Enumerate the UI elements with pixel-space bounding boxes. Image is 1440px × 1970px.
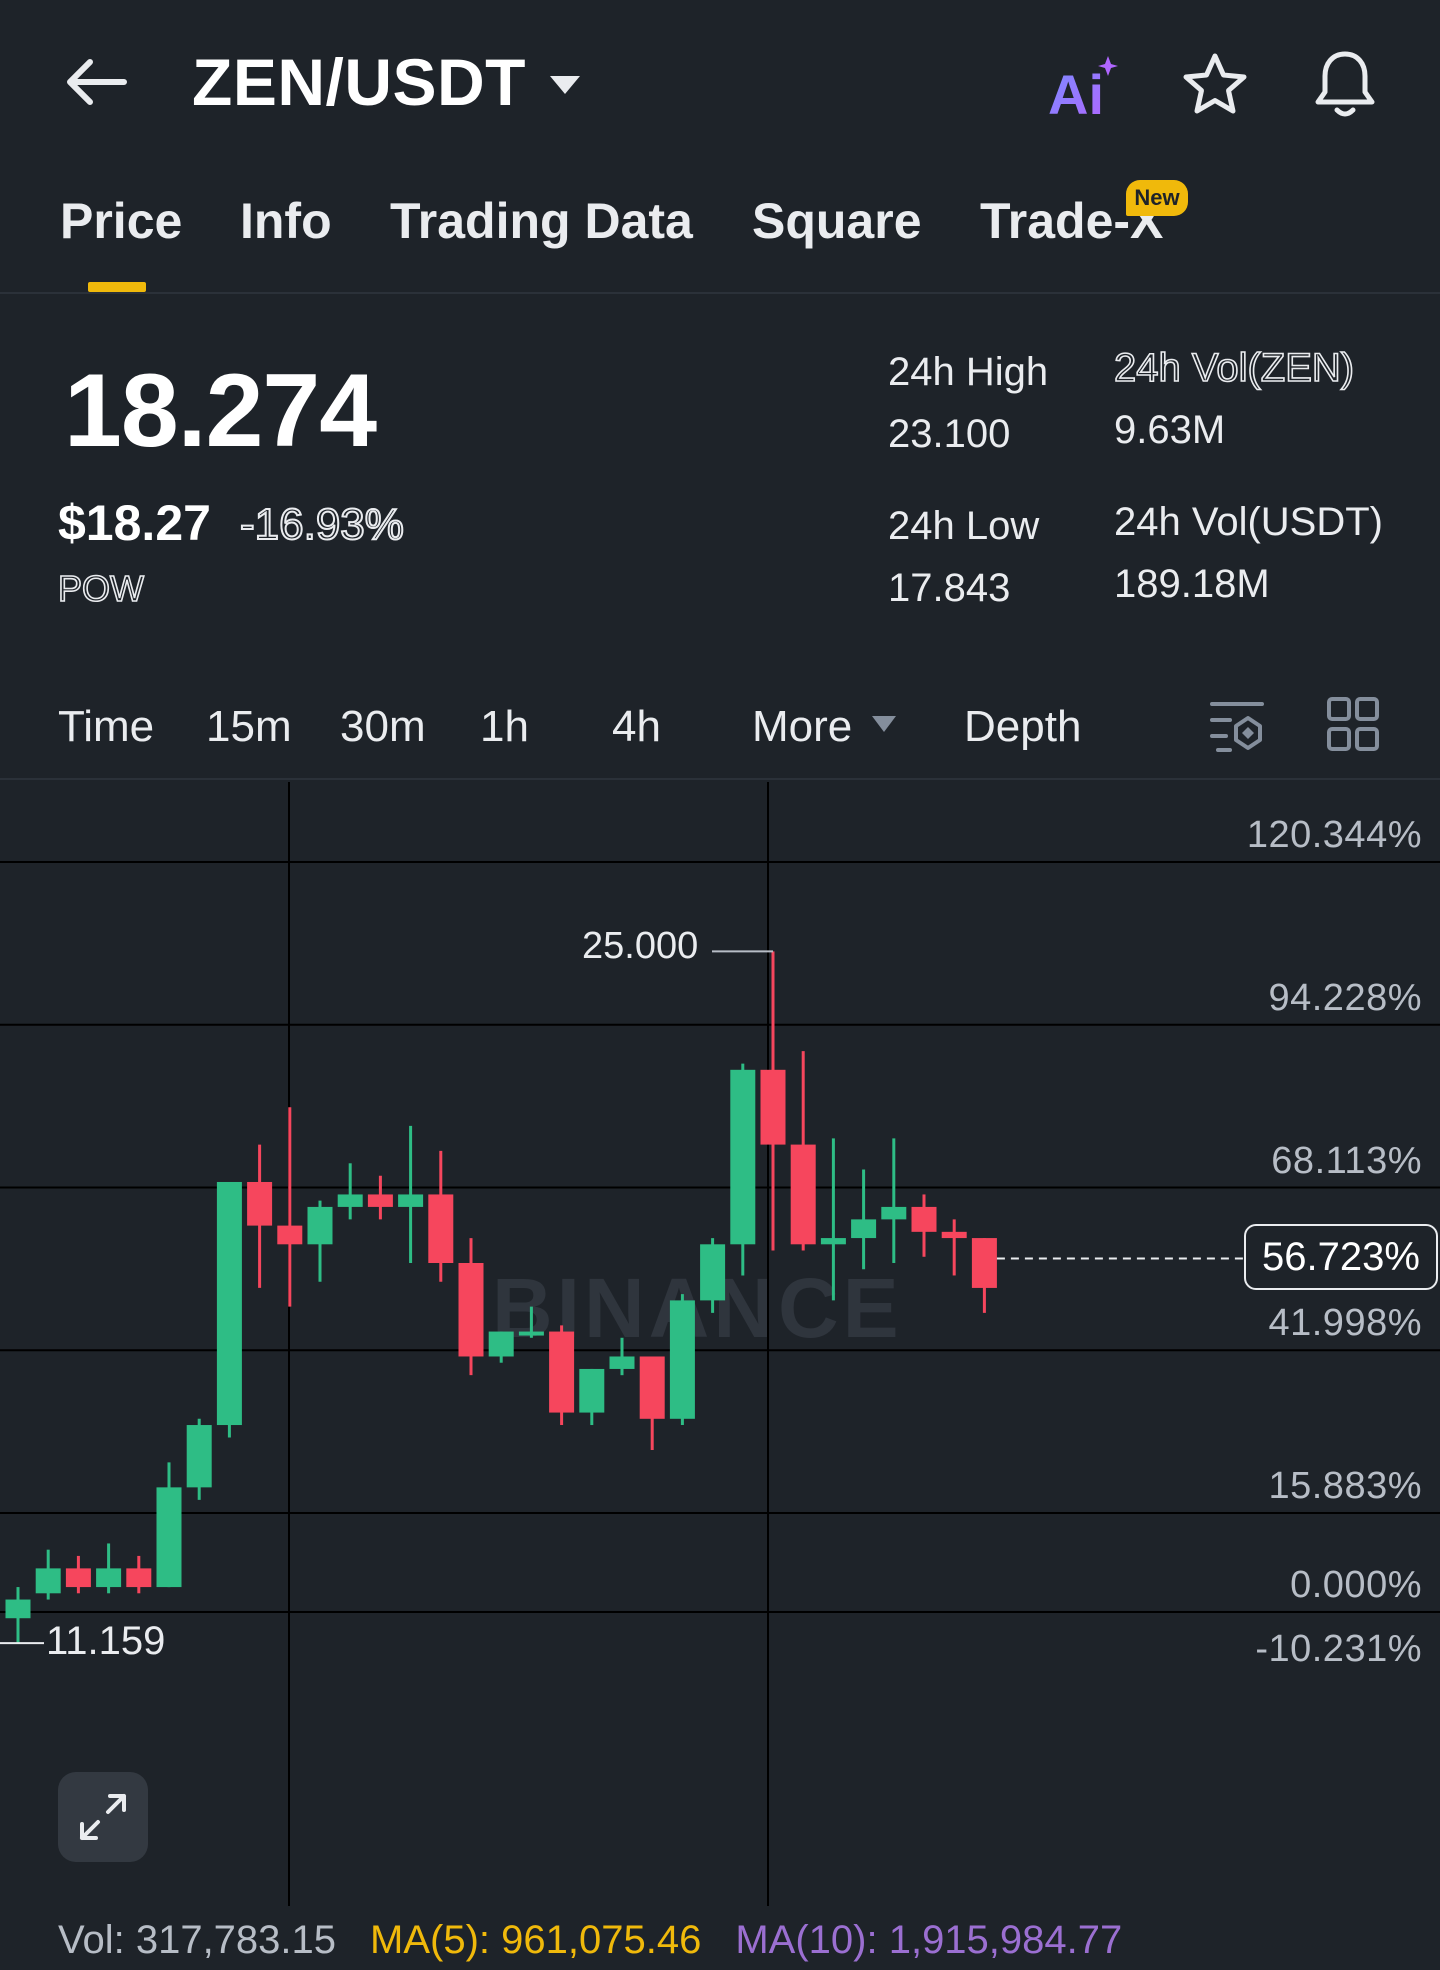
candle-body [488,1331,514,1357]
candle-body [5,1599,31,1619]
candle-body [458,1263,484,1357]
vol-base-label: 24h Vol(ZEN) [1113,345,1355,391]
interval-30m[interactable]: 30m [340,702,426,751]
ma5-value: MA(5): 961,075.46 [370,1918,702,1962]
interval-4h[interactable]: 4h [612,702,661,751]
interval-1h[interactable]: 1h [480,702,529,751]
candle-body [730,1069,756,1245]
interval-more[interactable]: More [752,702,853,751]
candle-body [126,1568,152,1588]
candle-body [518,1331,544,1336]
candle-body [428,1194,454,1264]
price-change-percent: -16.93% [239,499,405,550]
tab-square[interactable]: Square [752,193,922,249]
candle-body [579,1368,605,1413]
candle-body [65,1568,91,1588]
high-marker-label: 25.000 [582,925,699,968]
candle-body [881,1206,907,1220]
candle-body [367,1194,393,1207]
candle-body [639,1356,665,1419]
caret-down-icon[interactable] [870,714,898,734]
vol-base-value: 9.63M [1114,408,1226,452]
category-tag[interactable]: POW [57,567,145,610]
candle-body [941,1231,967,1239]
y-axis-tick-label: 68.113% [1271,1139,1422,1182]
ai-icon[interactable]: Ai [1048,56,1120,126]
last-price: 18.274 [64,353,377,469]
star-icon[interactable] [1180,50,1250,120]
low-marker-label: 11.159 [46,1619,166,1664]
candle-body [911,1206,937,1232]
y-axis-tick-label: -10.231% [1255,1627,1422,1670]
candle-body [398,1194,424,1207]
candle-body [851,1219,877,1239]
candle-body [971,1238,997,1288]
y-axis-tick-label: 94.228% [1268,976,1422,1019]
y-axis-tick-label: 0.000% [1290,1564,1422,1606]
candle-body [337,1194,363,1207]
candle-body [549,1331,575,1413]
main-tabs: Price Info Trading Data Square Trade-X [0,170,1440,294]
current-value-box: 56.723% [1244,1224,1438,1291]
high-label: 24h High [888,350,1049,394]
interval-bar: Time 15m 30m 1h 4h More Depth [0,680,1440,780]
candle-body [307,1206,333,1245]
candle-body [186,1425,212,1488]
candle-body [156,1487,182,1588]
y-axis-tick-label: 15.883% [1268,1465,1422,1507]
y-axis-tick-label: 120.344% [1246,814,1422,856]
candle-body [609,1356,635,1369]
candle-body [700,1244,726,1301]
high-value: 23.100 [888,412,1011,456]
candle-body [96,1568,122,1588]
interval-time[interactable]: Time [58,702,155,751]
low-label: 24h Low [888,504,1040,548]
top-bar: ZEN/USDT Ai [0,0,1440,170]
candle-body [247,1181,273,1226]
candle-body [35,1568,61,1594]
depth-tab[interactable]: Depth [964,702,1082,751]
y-axis-tick-label: 41.998% [1268,1302,1422,1345]
tab-info[interactable]: Info [240,193,332,249]
low-value: 17.843 [888,566,1011,610]
grid-icon[interactable] [1326,696,1380,752]
pair-title[interactable]: ZEN/USDT [192,45,526,119]
caret-down-icon[interactable] [548,72,582,96]
ma10-value: MA(10): 1,915,984.77 [735,1918,1123,1962]
expand-icon[interactable] [58,1772,148,1862]
candle-body [790,1144,816,1245]
candle-body [760,1069,786,1145]
active-tab-indicator [88,282,146,292]
new-badge: New [1126,180,1188,216]
tab-price[interactable]: Price [60,193,183,249]
candle-body [277,1225,303,1245]
candle-body [216,1181,242,1426]
usd-price: $18.27 [58,495,211,551]
vol-quote-label: 24h Vol(USDT) [1114,500,1383,544]
bell-icon[interactable] [1310,48,1380,120]
ai-label: Ai [1048,63,1104,120]
chart-settings-icon[interactable] [1208,698,1266,754]
price-chart[interactable]: BINANCE 120.344% 94.228% 68.113% 41.998% 15.… [0,782,1440,1906]
candlestick-svg [0,782,1440,1906]
candle-body [820,1238,846,1245]
volume-indicator: Vol: 317,783.15 MA(5): 961,075.46 MA(10): … [58,1918,1122,1963]
tab-trading-data[interactable]: Trading Data [390,193,693,249]
vol-quote-value: 189.18M [1114,562,1270,606]
back-arrow-icon[interactable] [60,52,130,112]
candle-body [669,1300,695,1419]
volume-value: Vol: 317,783.15 [58,1918,337,1962]
interval-15m[interactable]: 15m [206,702,292,751]
